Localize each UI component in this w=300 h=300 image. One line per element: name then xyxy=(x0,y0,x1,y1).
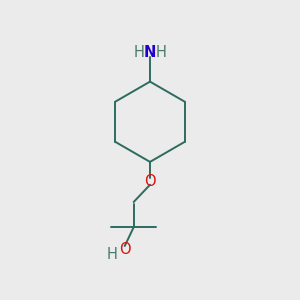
Text: H: H xyxy=(133,45,144,60)
Text: H: H xyxy=(107,248,118,262)
Text: N: N xyxy=(144,45,156,60)
Text: H: H xyxy=(156,45,167,60)
Text: O: O xyxy=(144,174,156,189)
Text: O: O xyxy=(119,242,130,257)
